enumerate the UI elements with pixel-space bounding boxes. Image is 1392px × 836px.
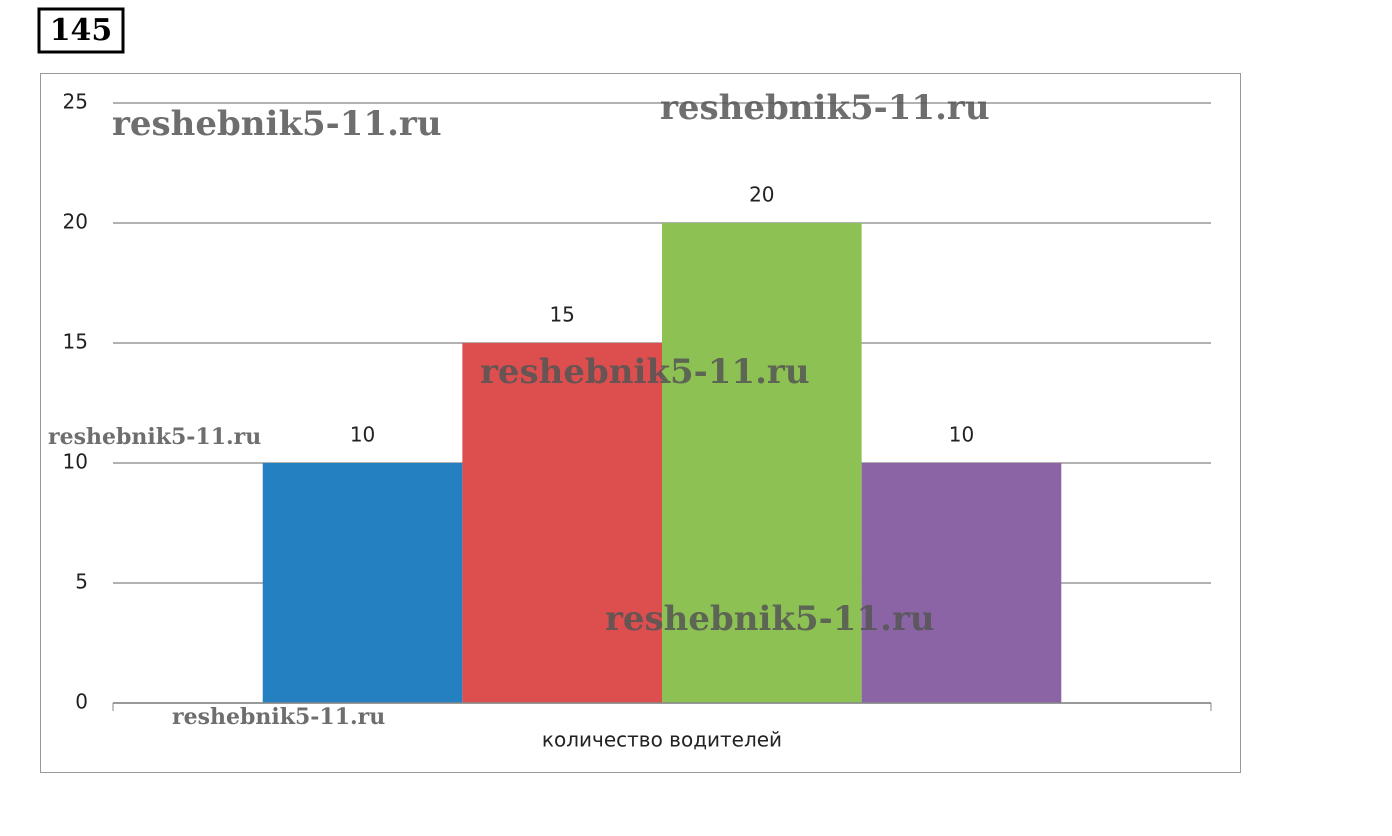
y-tick-label: 10 bbox=[63, 450, 88, 474]
bar bbox=[662, 223, 862, 703]
watermark: reshebnik5-11.ru bbox=[480, 352, 810, 392]
watermark: reshebnik5-11.ru bbox=[172, 704, 385, 730]
problem-number: 145 bbox=[50, 13, 113, 48]
bar bbox=[861, 463, 1062, 703]
number-box bbox=[37, 7, 125, 54]
data-label: 10 bbox=[350, 423, 375, 447]
watermark: reshebnik5-11.ru bbox=[660, 88, 990, 128]
bar bbox=[462, 343, 662, 703]
chart-frame bbox=[40, 73, 1241, 773]
watermark: reshebnik5-11.ru bbox=[605, 599, 935, 639]
data-label: 15 bbox=[549, 303, 574, 327]
data-label: 10 bbox=[949, 423, 974, 447]
y-tick-label: 5 bbox=[75, 570, 88, 594]
x-axis-label: количество водителей bbox=[542, 728, 782, 752]
y-tick-label: 20 bbox=[63, 210, 88, 234]
y-tick-label: 0 bbox=[75, 690, 88, 714]
data-label: 20 bbox=[749, 183, 774, 207]
bar bbox=[262, 463, 463, 703]
watermark: reshebnik5-11.ru bbox=[48, 424, 261, 450]
y-tick-label: 25 bbox=[63, 90, 88, 114]
y-tick-label: 15 bbox=[63, 330, 88, 354]
watermark: reshebnik5-11.ru bbox=[112, 104, 442, 144]
